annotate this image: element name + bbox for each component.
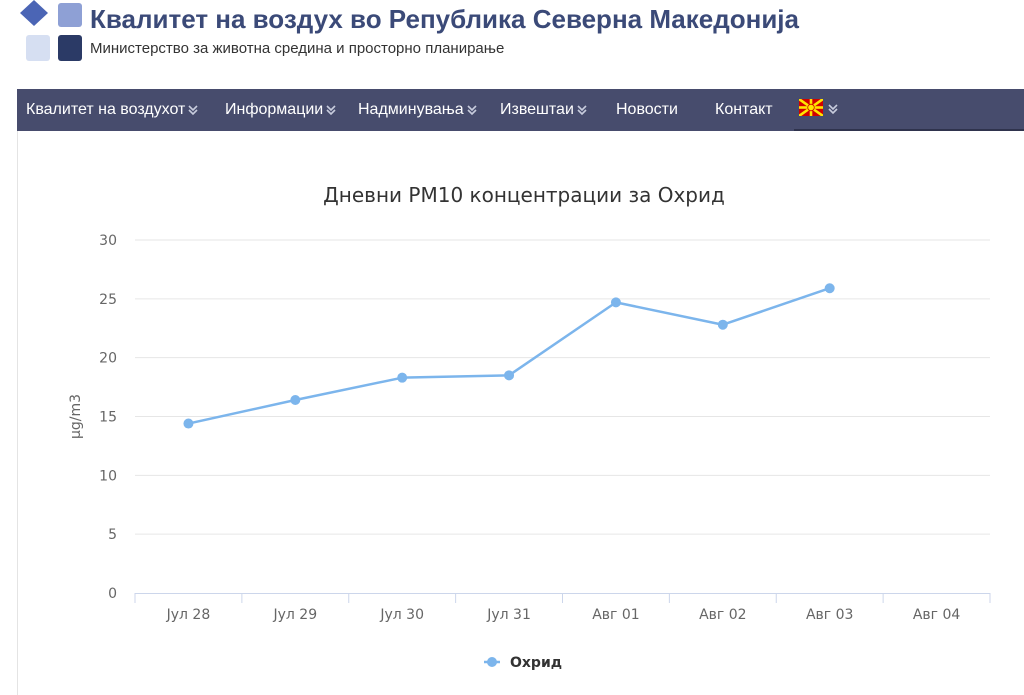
double-chevron-down-icon xyxy=(188,105,198,115)
x-tick-label: Јул 30 xyxy=(379,607,424,623)
x-tick-label: Авг 03 xyxy=(806,607,853,623)
nav-item-air-quality[interactable]: Квалитет на воздухот xyxy=(26,89,198,131)
site-subtitle: Министерство за животна средина и просто… xyxy=(90,40,505,57)
data-point xyxy=(397,372,408,383)
y-tick-label: 0 xyxy=(108,586,117,602)
nav-item-label: Надминувања xyxy=(358,101,464,118)
chart-title: Дневни PM10 концентрации за Охрид xyxy=(323,183,725,207)
legend-label: Охрид xyxy=(510,655,562,671)
chart-series xyxy=(183,283,835,429)
double-chevron-down-icon xyxy=(326,105,336,115)
x-tick-label: Авг 02 xyxy=(699,607,746,623)
x-tick-label: Јул 29 xyxy=(272,607,317,623)
nav-item-exceedances[interactable]: Надминувања xyxy=(358,89,477,131)
chart-legend[interactable]: Охрид xyxy=(484,655,562,671)
nav-item-information[interactable]: Информации xyxy=(225,89,336,131)
y-tick-label: 5 xyxy=(108,527,117,543)
macedonia-flag-icon[interactable] xyxy=(799,99,823,116)
nav-item-label: Контакт xyxy=(715,101,773,118)
site-header: Квалитет на воздух во Република Северна … xyxy=(0,0,1024,88)
chart-container: Дневни PM10 концентрации за Охрид 0 5 10 15… xyxy=(17,131,1024,695)
y-tick-label: 30 xyxy=(99,233,117,249)
x-tick-label: Авг 04 xyxy=(913,607,961,623)
data-point xyxy=(610,297,621,308)
data-point xyxy=(504,370,515,381)
data-point xyxy=(290,395,301,406)
double-chevron-down-icon xyxy=(577,105,587,115)
y-axis-ticks: 0 5 10 15 20 25 30 xyxy=(99,233,117,602)
nav-item-news[interactable]: Новости xyxy=(616,89,678,131)
nav-active-underline xyxy=(794,129,1024,131)
legend-marker xyxy=(487,657,497,667)
nav-item-label: Информации xyxy=(225,101,324,118)
nav-item-label: Квалитет на воздухот xyxy=(26,101,186,118)
data-point xyxy=(824,283,835,294)
x-axis: Јул 28 Јул 29 Јул 30 Јул 31 Авг 01 Авг 02 Авг … xyxy=(134,593,991,623)
x-tick-label: Јул 31 xyxy=(486,607,531,623)
x-tick-label: Јул 28 xyxy=(166,607,211,623)
data-point xyxy=(183,418,194,429)
y-tick-label: 10 xyxy=(99,468,117,484)
site-logo-icon[interactable] xyxy=(18,0,88,64)
y-axis-label: µg/m3 xyxy=(68,394,84,439)
y-tick-label: 20 xyxy=(99,351,117,367)
nav-item-reports[interactable]: Извештаи xyxy=(500,89,587,131)
nav-item-contact[interactable]: Контакт xyxy=(715,89,773,131)
pm10-line-chart: Дневни PM10 концентрации за Охрид 0 5 10 15… xyxy=(68,183,991,671)
chart-grid xyxy=(135,239,990,535)
y-tick-label: 15 xyxy=(99,410,117,426)
x-tick-label: Авг 01 xyxy=(592,607,639,623)
series-line xyxy=(188,287,831,425)
double-chevron-down-icon[interactable] xyxy=(828,103,838,115)
main-navbar: Квалитет на воздухот Информации Надминув… xyxy=(17,89,1024,131)
nav-item-label: Новости xyxy=(616,101,678,118)
double-chevron-down-icon xyxy=(467,105,477,115)
data-point xyxy=(717,319,728,330)
y-tick-label: 25 xyxy=(99,292,117,308)
nav-item-label: Извештаи xyxy=(500,101,574,118)
site-title: Квалитет на воздух во Република Северна … xyxy=(90,4,799,34)
